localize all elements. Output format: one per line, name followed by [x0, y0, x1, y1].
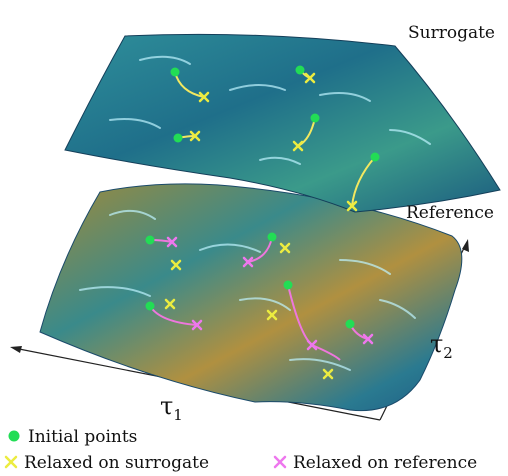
symbol: τ [430, 330, 443, 358]
legend-marker [6, 457, 16, 467]
legend-label: Initial points [28, 427, 137, 447]
initial-point [311, 114, 320, 123]
legend-label: Relaxed on surrogate [24, 453, 209, 473]
reference-surface [40, 184, 462, 411]
tau2-label: τ2 [430, 330, 453, 362]
initial-point [346, 320, 355, 329]
tau1-label: τ1 [160, 392, 183, 424]
initial-point [268, 233, 277, 242]
legend-marker [275, 457, 285, 467]
initial-point [171, 68, 180, 77]
initial-point [146, 236, 155, 245]
reference-label: Reference [406, 203, 494, 223]
surrogate-surface [65, 34, 500, 212]
legend-label: Relaxed on reference [293, 453, 477, 473]
initial-point [174, 134, 183, 143]
initial-point [284, 281, 293, 290]
initial-point [371, 153, 380, 162]
symbol: τ [160, 392, 173, 420]
subscript: 2 [443, 344, 453, 362]
initial-point [146, 302, 155, 311]
arrowhead [10, 346, 22, 353]
figure: Surrogate Reference τ1 τ2 Initial points… [0, 0, 508, 476]
legend-marker [9, 431, 20, 442]
surrogate-label: Surrogate [408, 23, 495, 43]
initial-point [296, 66, 305, 75]
legend: Initial points Relaxed on surrogate Rela… [6, 427, 477, 473]
subscript: 1 [173, 406, 183, 424]
